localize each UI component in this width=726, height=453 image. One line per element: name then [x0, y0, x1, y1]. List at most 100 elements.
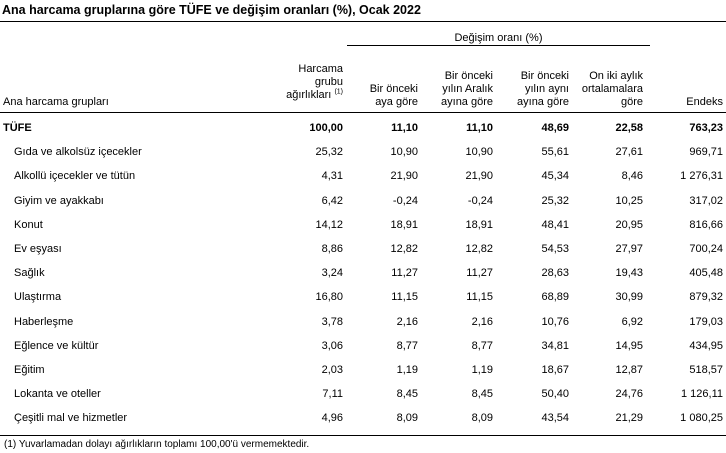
header-ytd-change: Bir önceki yılın Aralık ayına göre [441, 70, 493, 108]
row-label: Eğitim [14, 364, 45, 376]
row-label: Alkollü içecekler ve tütün [14, 170, 136, 183]
annual-change-cell: 55,61 [541, 146, 569, 159]
header-annual-change: Bir önceki yılın aynı ayına göre [517, 70, 569, 108]
table-row: Ulaştırma 16,80 11,15 11,15 68,89 30,99 879,32 [0, 287, 726, 309]
annual-change-cell: 48,69 [541, 122, 569, 134]
index-cell: 405,48 [689, 267, 723, 280]
monthly-change-cell: 8,09 [396, 412, 418, 425]
ma12-change-cell: 27,97 [615, 243, 643, 255]
ytd-change-cell: -0,24 [467, 194, 493, 207]
row-label: Ev eşyası [14, 243, 62, 255]
weight-cell: 16,80 [315, 291, 343, 304]
header-bottom-rule [0, 112, 726, 113]
index-cell: 700,24 [689, 243, 723, 255]
weight-cell: 4,96 [321, 412, 343, 425]
weight-cell: 25,32 [315, 146, 343, 159]
row-label: Ulaştırma [14, 291, 62, 304]
row-label: Lokanta ve oteller [14, 388, 101, 401]
ma12-change-cell: 20,95 [615, 218, 643, 231]
monthly-change-cell: 21,90 [390, 170, 418, 183]
table-row: Sağlık 3,24 11,27 11,27 28,63 19,43 405,48 [0, 263, 726, 285]
weight-cell: 7,11 [322, 388, 343, 401]
annual-change-cell: 34,81 [541, 339, 569, 352]
annual-change-cell: 25,32 [541, 194, 569, 207]
bottom-rule [0, 435, 726, 436]
ytd-change-cell: 1,19 [471, 364, 493, 376]
ma12-change-cell: 10,25 [615, 194, 643, 207]
table-row: Çeşitli mal ve hizmetler 4,96 8,09 8,09 43,5… [0, 408, 726, 430]
ma12-change-cell: 27,61 [615, 146, 643, 159]
ma12-change-cell: 12,87 [615, 364, 643, 376]
monthly-change-cell: 1,19 [396, 364, 418, 376]
weight-cell: 8,86 [321, 243, 343, 255]
annual-change-cell: 28,63 [541, 267, 569, 280]
ma12-change-cell: 30,99 [615, 291, 643, 304]
table-row: Gıda ve alkolsüz içecekler 25,32 10,90 10,9… [0, 142, 726, 164]
ma12-change-cell: 19,43 [615, 267, 643, 280]
table-title: Ana harcama gruplarına göre TÜFE ve deği… [2, 3, 421, 17]
table-row: Giyim ve ayakkabı 6,42 -0,24 -0,24 25,32 10,2… [0, 191, 726, 213]
index-cell: 518,57 [689, 364, 723, 376]
ma12-change-cell: 8,46 [621, 170, 643, 183]
change-rate-group-header: Değişim oranı (%) [454, 32, 543, 44]
index-cell: 317,02 [689, 194, 723, 207]
monthly-change-cell: 11,27 [391, 267, 418, 280]
annual-change-cell: 50,40 [541, 388, 569, 401]
index-cell: 816,66 [689, 218, 723, 231]
table-row: Alkollü içecekler ve tütün 4,31 21,90 21,90… [0, 166, 726, 188]
weight-cell: 2,03 [321, 364, 343, 376]
ytd-change-cell: 2,16 [471, 315, 493, 328]
index-cell: 179,03 [689, 315, 723, 328]
ytd-change-cell: 18,91 [465, 218, 493, 231]
ytd-change-cell: 10,90 [465, 146, 493, 159]
header-weight: Harcama grubu ağırlıkları (1) [286, 63, 343, 101]
monthly-change-cell: -0,24 [392, 194, 418, 207]
footnote: (1) Yuvarlamadan dolayı ağırlıkların top… [4, 439, 310, 450]
weight-cell: 3,78 [321, 315, 343, 328]
row-label: Sağlık [14, 267, 45, 280]
monthly-change-cell: 10,90 [390, 146, 418, 159]
monthly-change-cell: 18,91 [390, 218, 418, 231]
row-label: Haberleşme [14, 315, 74, 328]
ytd-change-cell: 8,09 [471, 412, 493, 425]
ytd-change-cell: 11,10 [466, 122, 493, 134]
ytd-change-cell: 21,90 [465, 170, 493, 183]
annual-change-cell: 68,89 [541, 291, 569, 304]
monthly-change-cell: 11,15 [391, 291, 418, 304]
annual-change-cell: 45,34 [541, 170, 569, 183]
weight-cell: 3,06 [321, 339, 343, 352]
weight-cell: 100,00 [309, 122, 343, 134]
annual-change-cell: 54,53 [541, 243, 569, 255]
index-cell: 879,32 [689, 291, 723, 304]
row-label: Çeşitli mal ve hizmetler [14, 412, 128, 425]
row-label: Konut [14, 218, 43, 231]
monthly-change-cell: 8,45 [396, 388, 418, 401]
table-row: Lokanta ve oteller 7,11 8,45 8,45 50,40 24,76… [0, 384, 726, 406]
table-row-total: TÜFE 100,00 11,10 11,10 48,69 22,58 763,23 [0, 118, 726, 140]
table-row: Ev eşyası 8,86 12,82 12,82 54,53 27,97 700,24 [0, 239, 726, 261]
monthly-change-cell: 11,10 [391, 122, 418, 134]
group-header-rule [347, 45, 650, 46]
monthly-change-cell: 2,16 [396, 315, 418, 328]
weight-cell: 14,12 [315, 218, 343, 231]
ma12-change-cell: 14,95 [615, 339, 643, 352]
row-label: TÜFE [3, 122, 32, 134]
row-label: Giyim ve ayakkabı [14, 194, 104, 207]
ytd-change-cell: 11,15 [466, 291, 493, 304]
footnote-marker: (1) [334, 88, 343, 96]
ma12-change-cell: 24,76 [615, 388, 643, 401]
weight-cell: 4,31 [321, 170, 343, 183]
header-12-month-average-change: On iki aylık ortalamalara göre [581, 70, 643, 108]
index-cell: 1 276,31 [680, 170, 723, 183]
monthly-change-cell: 8,77 [396, 339, 418, 352]
weight-cell: 3,24 [321, 267, 343, 280]
row-label: Eğlence ve kültür [14, 339, 99, 352]
ma12-change-cell: 22,58 [615, 122, 643, 134]
index-cell: 1 126,11 [680, 388, 723, 401]
header-monthly-change: Bir önceki aya göre [369, 83, 418, 108]
index-cell: 1 080,25 [680, 412, 723, 425]
top-rule [0, 21, 726, 22]
weight-cell: 6,42 [321, 194, 343, 207]
header-index: Endeks [686, 96, 723, 108]
ytd-change-cell: 8,45 [471, 388, 493, 401]
